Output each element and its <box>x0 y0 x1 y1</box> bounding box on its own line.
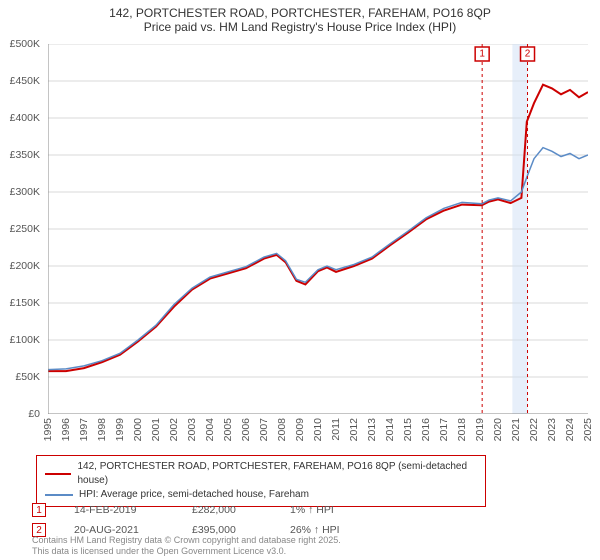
series-price_paid <box>48 85 588 371</box>
sale-price: £282,000 <box>192 504 262 516</box>
chart-titles: 142, PORTCHESTER ROAD, PORTCHESTER, FARE… <box>0 0 600 34</box>
y-tick-label: £450K <box>0 75 40 87</box>
legend-swatch-red <box>45 473 71 475</box>
x-tick-label: 2007 <box>258 418 270 441</box>
svg-text:1: 1 <box>479 49 485 60</box>
chart-svg: 12 <box>48 44 588 414</box>
y-tick-label: £350K <box>0 149 40 161</box>
y-tick-label: £150K <box>0 297 40 309</box>
x-tick-label: 2020 <box>492 418 504 441</box>
x-tick-label: 2015 <box>402 418 414 441</box>
sale-row: 1 14-FEB-2019 £282,000 1% ↑ HPI <box>32 500 572 520</box>
x-tick-label: 2012 <box>348 418 360 441</box>
x-tick-label: 2025 <box>582 418 594 441</box>
legend-label-price: 142, PORTCHESTER ROAD, PORTCHESTER, FARE… <box>77 460 477 488</box>
sale-pct: 1% ↑ HPI <box>290 504 380 516</box>
x-tick-label: 2018 <box>456 418 468 441</box>
x-tick-label: 1997 <box>78 418 90 441</box>
y-axis: £0£50K£100K£150K£200K£250K£300K£350K£400… <box>0 44 44 414</box>
title-subtitle: Price paid vs. HM Land Registry's House … <box>0 20 600 34</box>
x-tick-label: 2021 <box>510 418 522 441</box>
footer-attribution: Contains HM Land Registry data © Crown c… <box>32 535 341 557</box>
legend-row-price: 142, PORTCHESTER ROAD, PORTCHESTER, FARE… <box>45 460 477 488</box>
x-tick-label: 2010 <box>312 418 324 441</box>
x-tick-label: 2013 <box>366 418 378 441</box>
x-tick-label: 2024 <box>564 418 576 441</box>
y-tick-label: £500K <box>0 38 40 50</box>
svg-text:2: 2 <box>525 49 531 60</box>
y-tick-label: £50K <box>0 371 40 383</box>
sale-date: 14-FEB-2019 <box>74 504 164 516</box>
title-address: 142, PORTCHESTER ROAD, PORTCHESTER, FARE… <box>0 6 600 20</box>
x-tick-label: 2003 <box>186 418 198 441</box>
x-tick-label: 2001 <box>150 418 162 441</box>
x-tick-label: 1999 <box>114 418 126 441</box>
x-tick-label: 2002 <box>168 418 180 441</box>
y-tick-label: £300K <box>0 186 40 198</box>
x-tick-label: 2019 <box>474 418 486 441</box>
footer-line1: Contains HM Land Registry data © Crown c… <box>32 535 341 546</box>
x-tick-label: 2011 <box>330 418 342 441</box>
y-tick-label: £250K <box>0 223 40 235</box>
y-tick-label: £200K <box>0 260 40 272</box>
x-tick-label: 2014 <box>384 418 396 441</box>
chart-container: 142, PORTCHESTER ROAD, PORTCHESTER, FARE… <box>0 0 600 560</box>
x-tick-label: 2004 <box>204 418 216 441</box>
x-tick-label: 1995 <box>42 418 54 441</box>
x-tick-label: 2008 <box>276 418 288 441</box>
y-tick-label: £400K <box>0 112 40 124</box>
x-tick-label: 2022 <box>528 418 540 441</box>
plot-area: 12 <box>48 44 588 414</box>
x-axis: 1995199619971998199920002001200220032004… <box>48 414 588 454</box>
y-tick-label: £100K <box>0 334 40 346</box>
y-tick-label: £0 <box>0 408 40 420</box>
series-hpi <box>48 148 588 370</box>
x-tick-label: 2017 <box>438 418 450 441</box>
legend-swatch-blue <box>45 494 73 496</box>
x-tick-label: 1996 <box>60 418 72 441</box>
footer-line2: This data is licensed under the Open Gov… <box>32 546 341 557</box>
x-tick-label: 2000 <box>132 418 144 441</box>
sale-marker-icon: 1 <box>32 503 46 517</box>
sale-table: 1 14-FEB-2019 £282,000 1% ↑ HPI 2 20-AUG… <box>32 500 572 540</box>
x-tick-label: 2016 <box>420 418 432 441</box>
x-tick-label: 2023 <box>546 418 558 441</box>
x-tick-label: 2005 <box>222 418 234 441</box>
x-tick-label: 2006 <box>240 418 252 441</box>
x-tick-label: 2009 <box>294 418 306 441</box>
x-tick-label: 1998 <box>96 418 108 441</box>
